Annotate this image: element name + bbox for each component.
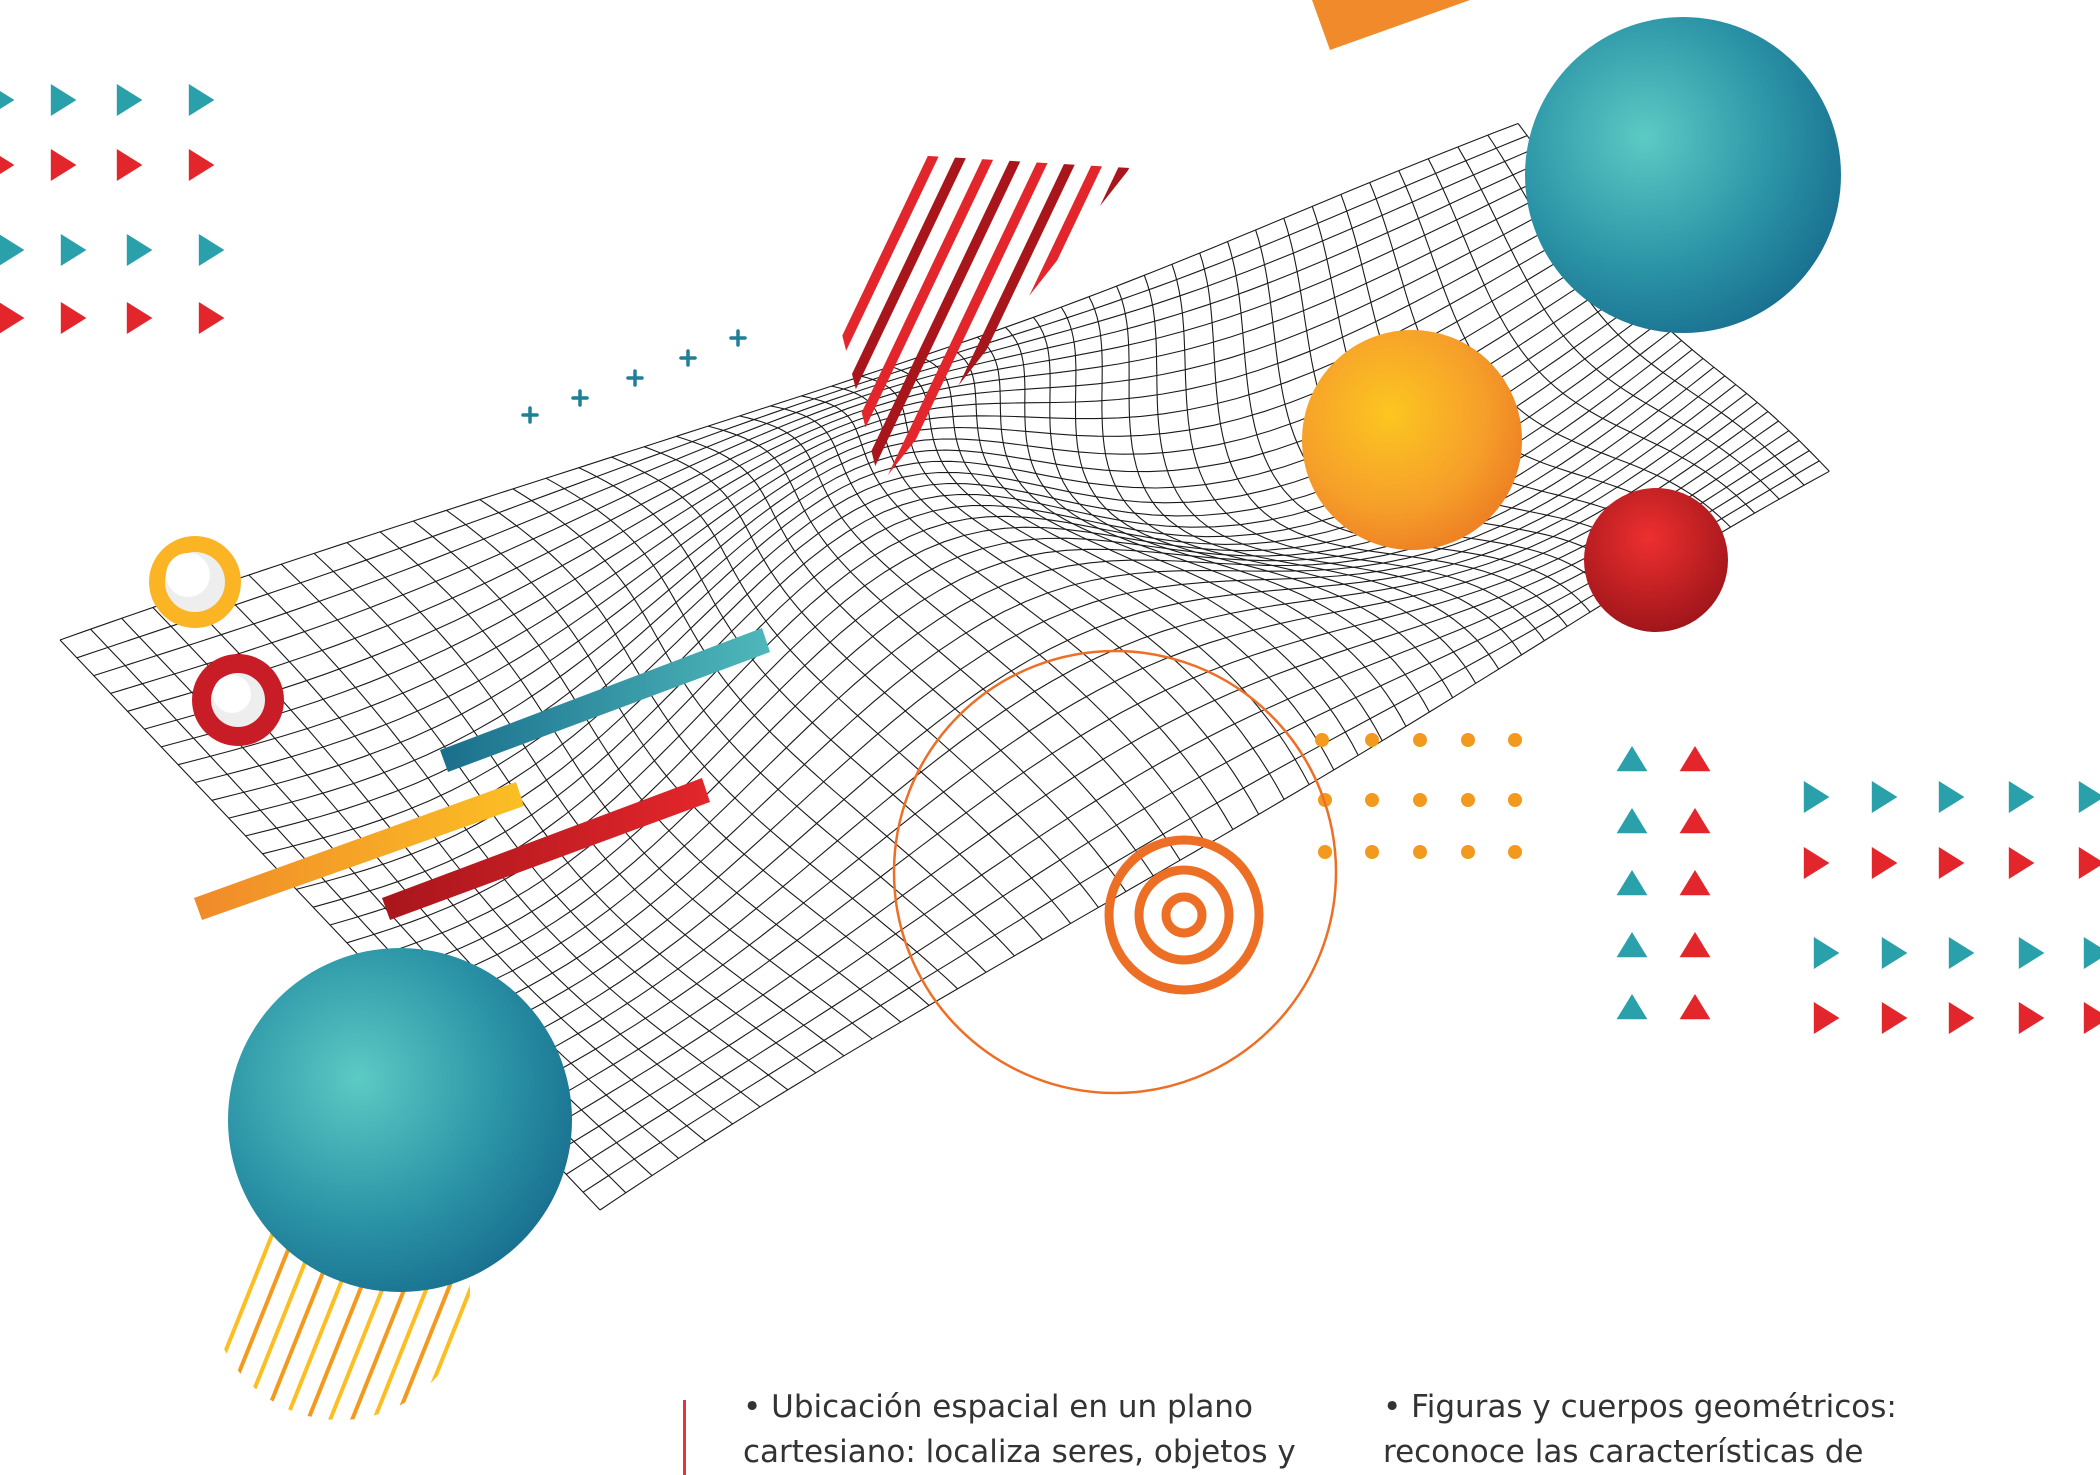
teal-bar	[440, 628, 770, 772]
topic-column-spatial-location: • Ubicación espacial en un plano cartesi…	[743, 1385, 1296, 1475]
topic-column-geometric-figures: • Figuras y cuerpos geométricos: reconoc…	[1383, 1385, 1897, 1475]
accent-bar	[683, 1400, 686, 1475]
red-sphere	[1584, 488, 1728, 632]
teal-sphere	[228, 948, 572, 1292]
orange-corner-shape	[1312, 0, 1470, 50]
topic-line: cartesiano: localiza seres, objetos y	[743, 1434, 1296, 1470]
teal-sphere	[1525, 17, 1841, 333]
concentric-circles	[1104, 835, 1264, 995]
topic-line: • Ubicación espacial en un plano	[743, 1389, 1253, 1425]
triangle-grid	[0, 84, 2100, 1034]
orange-bar	[194, 782, 524, 920]
orange-outline-circle	[892, 649, 1338, 1095]
topic-line: reconoce las características de	[1383, 1434, 1864, 1470]
plus-marks	[521, 329, 747, 424]
dot-grid	[1315, 733, 1522, 859]
topic-line: • Figuras y cuerpos geométricos:	[1383, 1389, 1897, 1425]
orange-sphere	[1302, 330, 1522, 550]
striped-triangle	[795, 148, 1130, 485]
red-bar	[382, 778, 710, 920]
